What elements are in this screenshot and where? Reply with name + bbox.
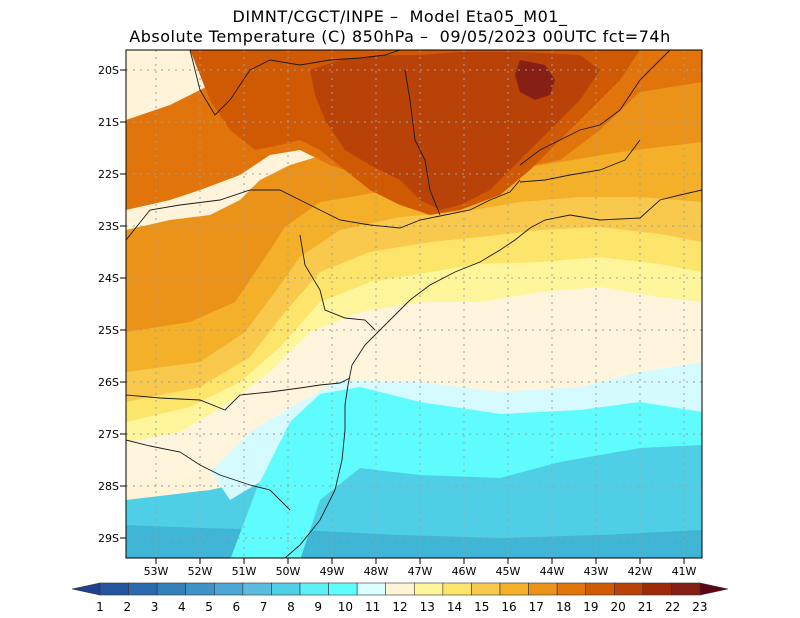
region-cream [126,285,702,490]
lat-tick-label: 27S [98,428,119,441]
colorbar: 1 2 3 4 5 6 7 8 9 10 11 12 13 14 15 16 17 18 19 20 21 22 23 [71,582,729,614]
lat-tick-label: 23S [98,220,119,233]
colorbar-swatch [356,582,387,596]
lat-tick-label: 29S [98,532,119,545]
colorbar-label: 22 [665,600,680,614]
lon-tick-label: 53W [144,565,169,578]
colorbar-label: 16 [501,600,516,614]
colorbar-label: 19 [583,600,598,614]
colorbar-swatch [242,582,272,596]
colorbar-swatch [499,582,529,596]
colorbar-label: 15 [474,600,489,614]
colorbar-swatch [642,582,672,596]
colorbar-label: 17 [529,600,544,614]
state-border-north [126,179,521,241]
state-border-pr [299,234,376,331]
colorbar-label: 13 [420,600,435,614]
lon-tick-label: 42W [628,565,653,578]
colorbar-swatch [213,582,244,596]
region-cyan-plume [230,385,702,558]
lon-tick-label: 52W [188,565,213,578]
region-light-cyan [210,360,702,500]
plot-frame [125,49,703,559]
colorbar-label: 9 [314,600,322,614]
colorbar-label: 3 [151,600,159,614]
colorbar-label: 18 [556,600,571,614]
lat-tick-label: 25S [98,324,119,337]
latitude-axis: 20S 21S 22S 23S 24S 25S 26S 27S 28S 29S [98,64,126,545]
colorbar-swatch [471,582,501,596]
colorbar-swatch [585,582,615,596]
colorbar-swatch [71,582,101,596]
lon-tick-label: 50W [276,565,301,578]
state-border-sc [126,377,351,411]
colorbar-label: 20 [610,600,625,614]
lon-tick-label: 43W [584,565,609,578]
state-border-mg-es [519,50,671,166]
lon-tick-label: 48W [364,565,389,578]
colorbar-label: 10 [338,600,353,614]
coastline [284,189,702,558]
lat-tick-label: 26S [98,376,119,389]
colorbar-label: 7 [260,600,268,614]
lat-tick-label: 24S [98,272,119,285]
lon-tick-label: 45W [496,565,521,578]
state-border-sp-mg [404,69,441,216]
lon-tick-label: 41W [672,565,697,578]
lon-tick-label: 47W [408,565,433,578]
colorbar-swatch [99,582,129,596]
colorbar-swatch [442,582,472,596]
colorbar-swatch [328,582,358,596]
colorbar-label: 21 [638,600,653,614]
colorbar-label: 14 [447,600,462,614]
colorbar-swatch [156,582,187,596]
colorbar-swatch [556,582,587,596]
colorbar-swatch [128,582,158,596]
colorbar-swatch [271,582,301,596]
longitude-axis: 53W 52W 51W 50W 49W 48W 47W 46W 45W 44W 43W 42W 41W [144,558,697,578]
colorbar-label: 11 [365,600,380,614]
colorbar-label: 4 [178,600,186,614]
lon-tick-label: 46W [452,565,477,578]
colorbar-label: 5 [205,600,213,614]
political-boundaries [126,50,702,558]
lon-tick-label: 51W [232,565,257,578]
map-title-line2: Absolute Temperature (C) 850hPa – 09/05/… [129,27,671,46]
colorbar-label: 12 [392,600,407,614]
lon-tick-label: 44W [540,565,565,578]
colorbar-swatch [528,582,558,596]
colorbar-label: 8 [287,600,295,614]
lat-tick-label: 28S [98,480,119,493]
colorbar-label: 6 [233,600,241,614]
region-orange [126,140,702,372]
temperature-field [126,50,702,558]
lon-tick-label: 49W [320,565,345,578]
colorbar-swatch [613,582,644,596]
colorbar-label: 1 [96,600,104,614]
colorbar-swatch [699,582,729,596]
lat-tick-label: 20S [98,64,119,77]
lat-tick-label: 21S [98,116,119,129]
colorbar-swatch [185,582,215,596]
state-border-rs [126,439,291,511]
colorbar-label: 23 [692,600,707,614]
state-border-rj [519,139,641,183]
map-title-line1: DIMNT/CGCT/INPE – Model Eta05_M01_ [232,7,568,26]
region-light-yellow [126,225,702,422]
colorbar-swatch [385,582,415,596]
region-yellow-orange [126,195,702,402]
state-border-mg [189,50,401,116]
colorbar-swatch [299,582,329,596]
gridlines [126,50,702,558]
region-pale-yellow [126,255,702,442]
colorbar-swatch [413,582,444,596]
colorbar-swatch [671,582,701,596]
lat-tick-label: 22S [98,168,119,181]
colorbar-label: 2 [123,600,131,614]
